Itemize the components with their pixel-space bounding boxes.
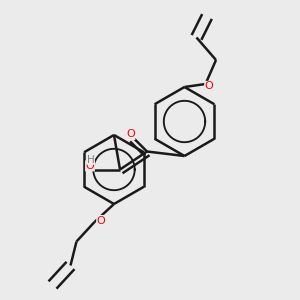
- Text: H: H: [87, 154, 94, 165]
- Text: O: O: [97, 215, 106, 226]
- Text: O: O: [205, 81, 214, 92]
- Text: O: O: [126, 129, 135, 140]
- Text: O: O: [85, 161, 94, 171]
